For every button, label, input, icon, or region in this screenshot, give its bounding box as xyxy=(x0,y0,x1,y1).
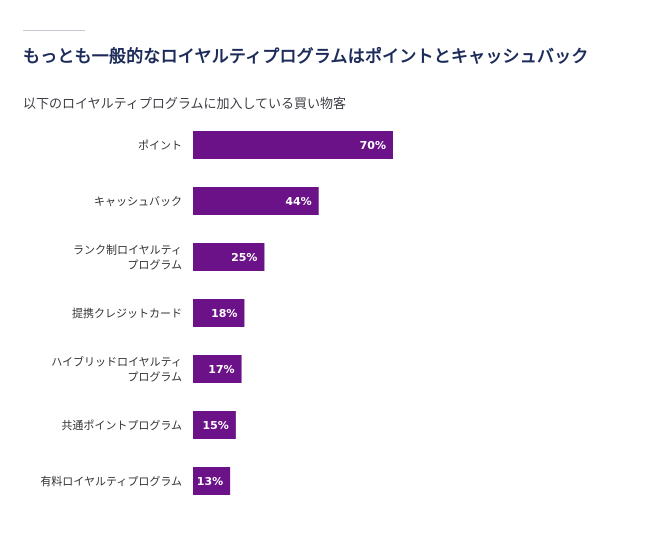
value-label-1: 44% xyxy=(285,195,311,208)
bar-1 xyxy=(193,187,319,215)
bar-6 xyxy=(193,467,231,495)
category-label-4-line-1: プログラム xyxy=(127,370,182,384)
category-label-6-line-0: 有料ロイヤルティプログラム xyxy=(40,474,182,488)
bar-3 xyxy=(193,299,245,327)
value-label-2: 25% xyxy=(231,251,257,264)
category-label-2-line-0: ランク制ロイヤルティ xyxy=(73,244,182,257)
category-label-1: キャッシュバック xyxy=(94,195,182,208)
category-label-1-line-0: キャッシュバック xyxy=(94,195,182,208)
category-label-3: 提携クレジットカード xyxy=(72,306,182,320)
category-label-4: ハイブリッドロイヤルティプログラム xyxy=(51,355,182,384)
value-label-6: 13% xyxy=(197,475,223,488)
value-label-5: 15% xyxy=(203,419,229,432)
chart-subtitle: 以下のロイヤルティプログラムに加入している買い物客 xyxy=(23,97,347,112)
value-label-3: 18% xyxy=(211,307,237,320)
category-label-6: 有料ロイヤルティプログラム xyxy=(40,474,182,488)
category-label-2-line-1: プログラム xyxy=(127,258,182,272)
category-label-0: ポイント xyxy=(138,139,182,152)
value-label-4: 17% xyxy=(208,363,234,376)
bar-2 xyxy=(193,243,265,271)
category-label-0-line-0: ポイント xyxy=(138,139,182,152)
value-label-0: 70% xyxy=(360,139,386,152)
title-divider xyxy=(23,30,85,31)
category-label-3-line-0: 提携クレジットカード xyxy=(72,306,182,320)
bar-0 xyxy=(193,131,393,159)
category-label-4-line-0: ハイブリッドロイヤルティ xyxy=(51,355,182,369)
category-label-5-line-0: 共通ポイントプログラム xyxy=(61,418,182,432)
bar-4 xyxy=(193,355,242,383)
chart-title: もっとも一般的なロイヤルティプログラムはポイントとキャッシュバック xyxy=(23,47,589,67)
category-label-2: ランク制ロイヤルティプログラム xyxy=(73,244,182,272)
bar-5 xyxy=(193,411,236,439)
category-label-5: 共通ポイントプログラム xyxy=(61,418,182,432)
